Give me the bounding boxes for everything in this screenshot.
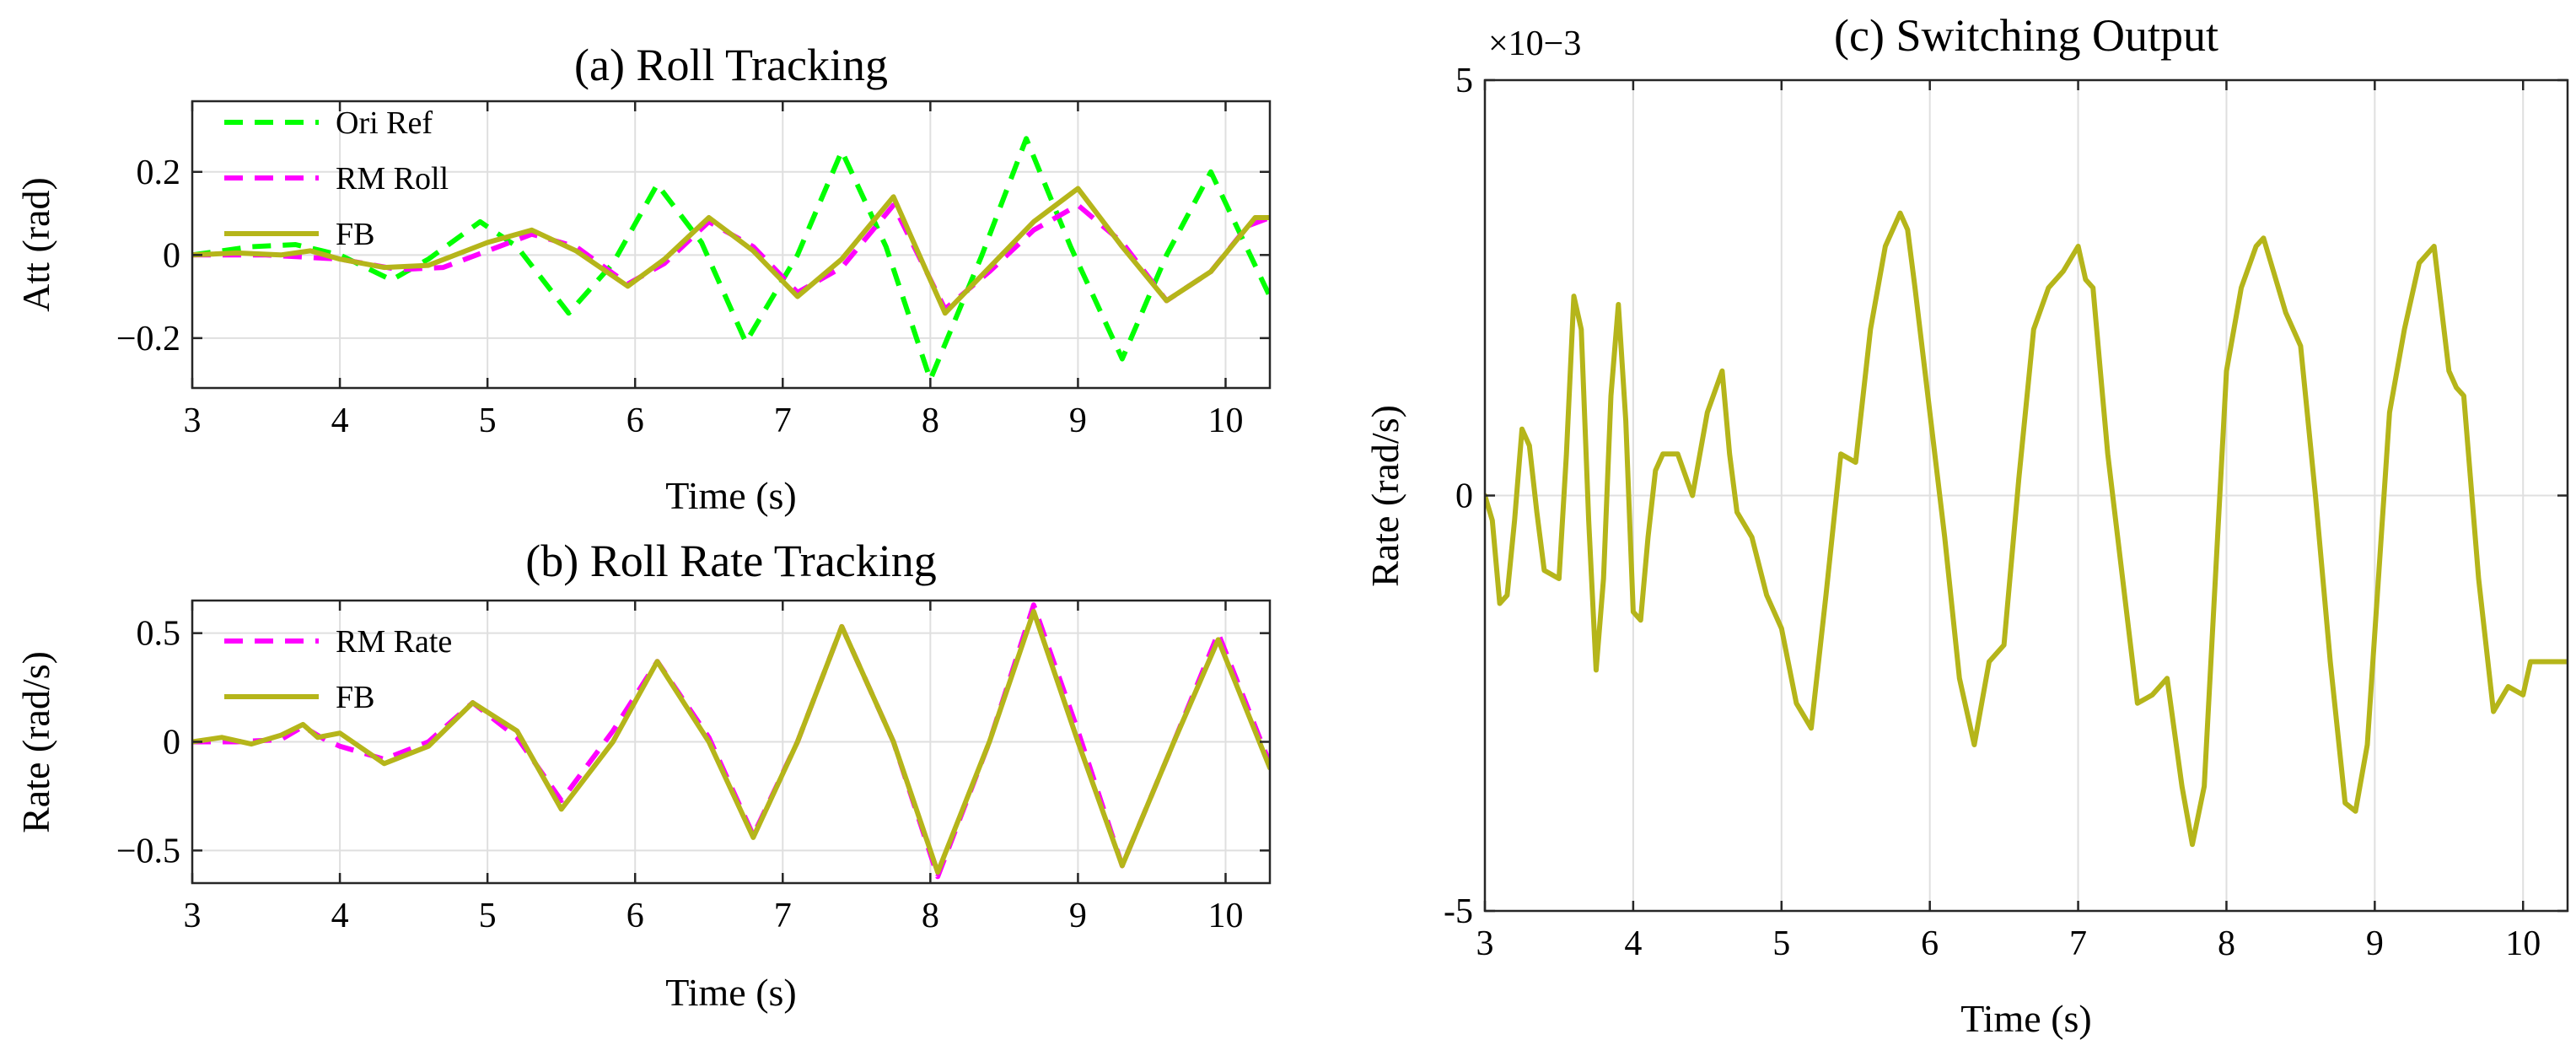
chart-a-plot-area [192, 136, 1270, 383]
chart-c-xlabel: Time (s) [1960, 997, 2092, 1040]
chart-b-ticks: 3 4 5 6 7 8 9 10 −0.5 0 0.5 [116, 601, 1270, 935]
chart-a-xtick-label: 4 [331, 401, 349, 440]
panel-c: (c) Switching Output ×10−3 3 4 5 6 7 8 9 10 -5 0 5… [1363, 10, 2569, 1040]
chart-c-title: (c) Switching Output [1834, 10, 2218, 61]
chart-c-ytick-label: 5 [1455, 62, 1473, 100]
chart-b-xtick-label: 9 [1069, 897, 1087, 935]
chart-c-xtick-label: 10 [2505, 924, 2541, 963]
chart-c-ytick-label: -5 [1444, 892, 1473, 931]
chart-c-plot-area [1485, 210, 2568, 848]
chart-c-ylabel: Rate (rad/s) [1363, 405, 1406, 587]
chart-a-legend-label-ori-ref: Ori Ref [336, 105, 433, 141]
chart-c-grid [1484, 79, 2568, 912]
chart-b-ytick-label: 0 [163, 724, 180, 762]
chart-b-ylabel: Rate (rad/s) [14, 651, 57, 833]
chart-a-xtick-label: 6 [627, 401, 644, 440]
chart-b-xtick-label: 10 [1207, 897, 1243, 935]
chart-a-xtick-label: 9 [1069, 401, 1087, 440]
chart-a-xtick-label: 7 [774, 401, 792, 440]
chart-a-series-ori-ref [192, 136, 1270, 383]
chart-c-xtick-label: 9 [2366, 924, 2384, 963]
chart-b-xtick-label: 4 [331, 897, 349, 935]
panel-a: (a) Roll Tracking 3 4 5 6 7 8 9 10 −0.2 0 0.2 Time… [14, 40, 1272, 517]
chart-a-ytick-label: 0 [163, 236, 180, 275]
chart-a-xtick-label: 8 [922, 401, 939, 440]
chart-a-axes-box [191, 100, 1272, 390]
chart-a-xtick-label: 5 [479, 401, 497, 440]
chart-a-ytick-label: 0.2 [137, 154, 181, 192]
chart-b-series-rm-rate [192, 602, 1270, 880]
chart-b-xtick-label: 7 [774, 897, 792, 935]
chart-c-xtick-label: 5 [1772, 924, 1790, 963]
chart-b-legend-label-fb: FB [336, 680, 374, 715]
chart-b-title: (b) Roll Rate Tracking [525, 536, 936, 586]
chart-c-ticks: 3 4 5 6 7 8 9 10 -5 0 5 [1444, 62, 2568, 963]
chart-a-legend: Ori Ref RM Roll FB [224, 105, 449, 252]
chart-b-ytick-label: −0.5 [116, 832, 180, 870]
chart-a-legend-label-rm-roll: RM Roll [336, 161, 449, 197]
chart-b-plot-area [192, 602, 1270, 880]
chart-c-xtick-label: 7 [2069, 924, 2087, 963]
chart-a-series-fb [192, 186, 1270, 316]
chart-b-legend: RM Rate FB [224, 624, 452, 715]
panel-b: (b) Roll Rate Tracking 3 4 5 6 7 8 9 10 −0.5 0 0.5… [14, 536, 1272, 1014]
chart-b-xtick-label: 3 [184, 897, 202, 935]
chart-a-ylabel: Att (rad) [14, 177, 57, 312]
chart-a-legend-label-fb: FB [336, 217, 374, 252]
chart-b-xlabel: Time (s) [665, 971, 797, 1014]
chart-a-ytick-label: −0.2 [116, 320, 180, 358]
chart-b-xtick-label: 8 [922, 897, 939, 935]
chart-a-ticks: 3 4 5 6 7 8 9 10 −0.2 0 0.2 [116, 101, 1270, 440]
chart-b-xtick-label: 5 [479, 897, 497, 935]
chart-b-legend-label-rm-rate: RM Rate [336, 624, 452, 660]
chart-a-title: (a) Roll Tracking [574, 40, 888, 90]
chart-a-xtick-label: 10 [1207, 401, 1243, 440]
chart-c-axis-multiplier: ×10−3 [1488, 24, 1581, 63]
chart-c-xtick-label: 8 [2218, 924, 2235, 963]
chart-b-xtick-label: 6 [627, 897, 644, 935]
chart-c-xtick-label: 6 [1921, 924, 1939, 963]
chart-c-xtick-label: 4 [1624, 924, 1642, 963]
chart-b-series-fb [192, 608, 1270, 876]
chart-b-ytick-label: 0.5 [137, 615, 181, 654]
chart-a-xtick-label: 3 [184, 401, 202, 440]
chart-c-xtick-label: 3 [1476, 924, 1494, 963]
chart-a-xlabel: Time (s) [665, 474, 797, 517]
chart-c-series-switching-output [1485, 210, 2568, 848]
chart-a-grid [191, 101, 1270, 388]
chart-c-ytick-label: 0 [1455, 477, 1473, 516]
